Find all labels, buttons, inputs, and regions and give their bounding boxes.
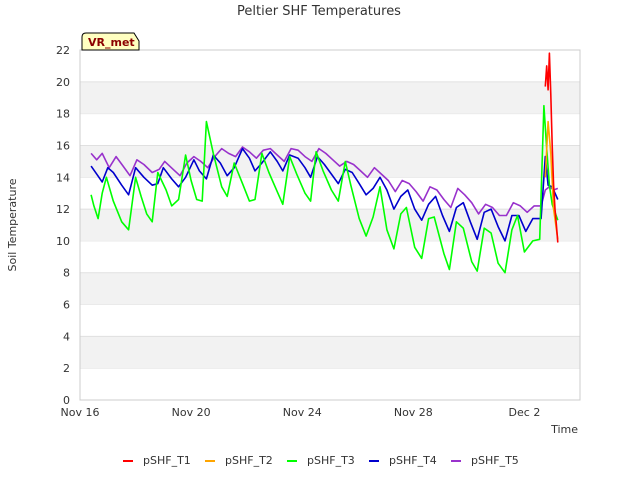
series-line-pshf-t5 [90,146,559,217]
grid-band [80,209,580,241]
y-tick-label: 4 [63,330,70,343]
y-tick-label: 12 [56,203,70,216]
legend-item: pSHF_T1 [123,454,191,467]
legend-label: pSHF_T5 [471,454,519,467]
y-tick-label: 10 [56,235,70,248]
badge-shape [81,32,140,51]
grid-band [80,272,580,305]
grid-bands [80,49,580,400]
y-tick-label: 6 [63,299,70,312]
series-line-pshf-t3 [90,104,559,274]
x-axis-label: Time [550,423,578,436]
site-badge: VR_met [81,32,140,51]
grid-band [80,336,580,369]
y-tick-label: 20 [56,76,70,89]
legend-item: pSHF_T4 [369,454,437,467]
x-axis-ticks: Nov 16 Nov 20 Nov 24 Nov 28 Dec 2 [61,406,541,419]
y-tick-label: 2 [63,362,70,375]
legend-label: pSHF_T2 [225,454,273,467]
plot-frame [79,49,581,401]
y-axis-label: Soil Temperature [6,178,19,271]
x-tick-label: Nov 16 [61,406,100,419]
chart-title: Peltier SHF Temperatures [237,4,401,19]
x-tick-label: Dec 2 [509,406,541,419]
grid-band [80,81,580,114]
series-line-pshf-t2 [544,120,559,240]
y-tick-label: 14 [56,171,70,184]
legend-label: pSHF_T4 [389,454,437,467]
legend-label: pSHF_T1 [143,454,191,467]
series-line-pshf-t1 [544,52,559,243]
y-tick-label: 16 [56,139,70,152]
x-tick-label: Nov 24 [283,406,322,419]
legend-item: pSHF_T3 [287,454,355,467]
x-tick-label: Nov 28 [394,406,433,419]
legend-label: pSHF_T3 [307,454,355,467]
series-lines [90,52,559,274]
badge-label: VR_met [88,36,135,49]
y-tick-label: 22 [56,44,70,57]
legend-item: pSHF_T5 [451,454,519,467]
y-tick-label: 0 [63,394,70,407]
y-axis-ticks: 0 2 4 6 8 10 12 14 16 18 20 22 [56,44,70,407]
y-tick-label: 18 [56,108,70,121]
legend: pSHF_T1 pSHF_T2 pSHF_T3 pSHF_T4 pSHF_T5 [123,454,519,467]
x-tick-label: Nov 20 [172,406,211,419]
series-line-pshf-t4 [90,147,559,242]
legend-item: pSHF_T2 [205,454,273,467]
y-tick-label: 8 [63,267,70,280]
